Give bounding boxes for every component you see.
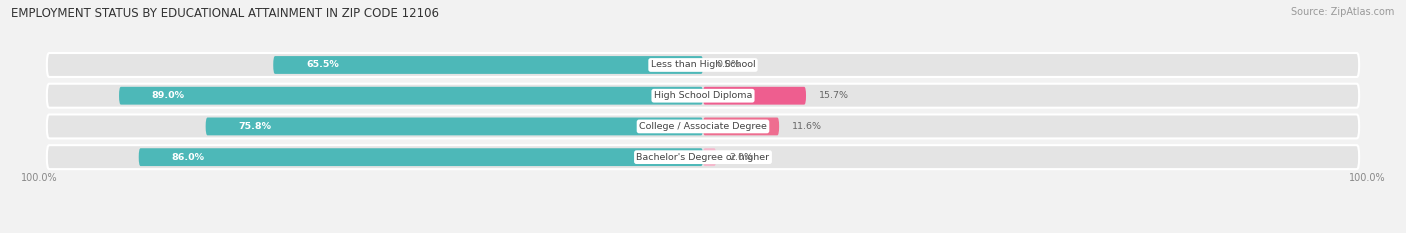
FancyBboxPatch shape (205, 117, 703, 135)
FancyBboxPatch shape (139, 148, 703, 166)
Text: 100.0%: 100.0% (21, 173, 58, 183)
Text: 2.0%: 2.0% (730, 153, 754, 162)
Legend: In Labor Force, Unemployed: In Labor Force, Unemployed (617, 232, 789, 233)
FancyBboxPatch shape (46, 84, 1360, 108)
Text: 86.0%: 86.0% (172, 153, 204, 162)
Text: Less than High School: Less than High School (651, 61, 755, 69)
Text: 100.0%: 100.0% (1348, 173, 1385, 183)
Text: EMPLOYMENT STATUS BY EDUCATIONAL ATTAINMENT IN ZIP CODE 12106: EMPLOYMENT STATUS BY EDUCATIONAL ATTAINM… (11, 7, 439, 20)
Text: 11.6%: 11.6% (792, 122, 823, 131)
FancyBboxPatch shape (120, 87, 703, 105)
FancyBboxPatch shape (703, 117, 779, 135)
Text: 15.7%: 15.7% (820, 91, 849, 100)
FancyBboxPatch shape (273, 56, 703, 74)
Text: 65.5%: 65.5% (307, 61, 339, 69)
Text: Bachelor's Degree or higher: Bachelor's Degree or higher (637, 153, 769, 162)
Text: College / Associate Degree: College / Associate Degree (640, 122, 766, 131)
FancyBboxPatch shape (46, 145, 1360, 169)
Text: Source: ZipAtlas.com: Source: ZipAtlas.com (1291, 7, 1395, 17)
FancyBboxPatch shape (46, 114, 1360, 138)
Text: High School Diploma: High School Diploma (654, 91, 752, 100)
Text: 89.0%: 89.0% (152, 91, 184, 100)
FancyBboxPatch shape (703, 87, 806, 105)
FancyBboxPatch shape (46, 53, 1360, 77)
Text: 75.8%: 75.8% (239, 122, 271, 131)
FancyBboxPatch shape (703, 148, 716, 166)
Text: 0.0%: 0.0% (716, 61, 740, 69)
